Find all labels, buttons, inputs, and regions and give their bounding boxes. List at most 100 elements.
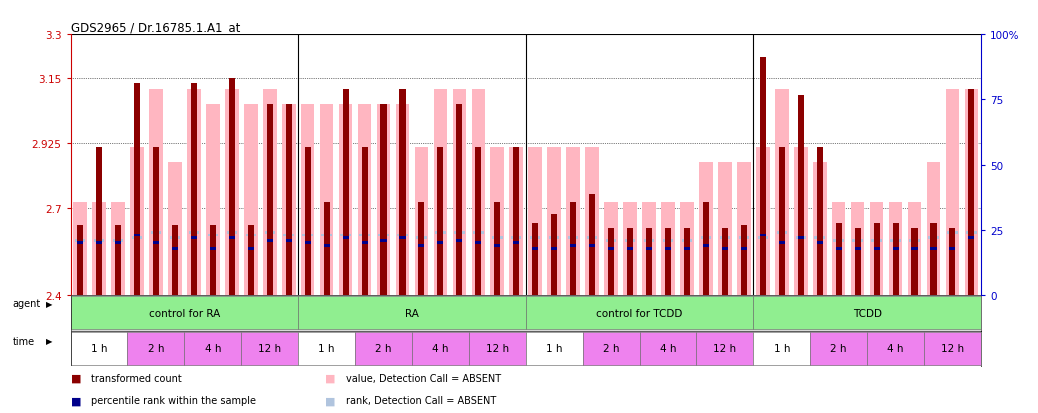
Bar <box>263 90 276 295</box>
Bar <box>623 203 637 295</box>
Bar <box>893 223 899 295</box>
Bar <box>130 148 144 295</box>
Bar <box>547 148 561 295</box>
Text: percentile rank within the sample: percentile rank within the sample <box>90 395 255 405</box>
Bar <box>604 203 618 295</box>
Bar <box>608 247 614 250</box>
Bar <box>756 148 769 295</box>
Bar <box>169 237 181 240</box>
Bar <box>381 104 386 295</box>
Bar <box>968 90 975 295</box>
Bar <box>471 90 485 295</box>
Bar <box>854 229 861 295</box>
Bar <box>701 237 711 240</box>
Bar <box>359 234 370 237</box>
Bar <box>128 332 185 365</box>
Bar <box>721 229 728 295</box>
Bar <box>948 231 958 234</box>
Bar <box>457 104 462 295</box>
Bar <box>776 231 787 234</box>
Bar <box>946 90 959 295</box>
Bar <box>324 203 330 295</box>
Bar <box>225 90 239 295</box>
Bar <box>570 203 576 295</box>
Bar <box>625 239 635 242</box>
Bar <box>378 234 388 237</box>
Bar <box>491 148 504 295</box>
Bar <box>492 237 502 240</box>
Bar <box>469 332 526 365</box>
Bar <box>911 229 918 295</box>
Text: ▶: ▶ <box>46 299 52 308</box>
Bar <box>703 244 709 247</box>
Bar <box>739 237 749 240</box>
Bar <box>113 239 124 242</box>
Text: 2 h: 2 h <box>830 344 847 354</box>
Bar <box>475 148 482 295</box>
Bar <box>149 90 163 295</box>
Bar <box>684 229 690 295</box>
Bar <box>551 214 557 295</box>
Text: 12 h: 12 h <box>713 344 736 354</box>
Bar <box>811 332 867 365</box>
Bar <box>644 239 654 242</box>
Bar <box>418 244 425 247</box>
Bar <box>437 242 443 245</box>
Bar <box>92 203 106 295</box>
Bar <box>854 247 861 250</box>
Bar <box>836 223 842 295</box>
Bar <box>794 148 808 295</box>
Bar <box>570 244 576 247</box>
Text: 2 h: 2 h <box>603 344 620 354</box>
Bar <box>582 332 639 365</box>
Bar <box>153 148 159 295</box>
Bar <box>435 231 445 234</box>
Text: GDS2965 / Dr.16785.1.A1_at: GDS2965 / Dr.16785.1.A1_at <box>71 21 240 34</box>
Bar <box>870 203 883 295</box>
Bar <box>153 242 159 245</box>
Bar <box>418 203 425 295</box>
Text: control for RA: control for RA <box>148 308 220 318</box>
Bar <box>909 239 920 242</box>
Text: transformed count: transformed count <box>90 373 182 383</box>
Bar <box>718 162 732 295</box>
Text: 12 h: 12 h <box>258 344 281 354</box>
Bar <box>304 242 310 245</box>
Bar <box>699 162 713 295</box>
Bar <box>248 247 253 250</box>
Bar <box>754 297 981 330</box>
Bar <box>778 242 785 245</box>
Bar <box>320 104 333 295</box>
Bar <box>187 90 200 295</box>
Bar <box>817 242 823 245</box>
Bar <box>228 78 235 295</box>
Text: 1 h: 1 h <box>319 344 335 354</box>
Bar <box>703 203 709 295</box>
Text: 12 h: 12 h <box>940 344 964 354</box>
Bar <box>754 332 811 365</box>
Bar <box>210 226 216 295</box>
Bar <box>206 104 220 295</box>
Bar <box>950 247 956 250</box>
Bar <box>322 234 332 237</box>
Bar <box>93 239 104 242</box>
Bar <box>398 234 408 237</box>
Bar <box>377 104 390 295</box>
Bar <box>831 203 846 295</box>
Text: RA: RA <box>405 308 419 318</box>
Bar <box>283 234 294 237</box>
Bar <box>513 242 519 245</box>
Bar <box>168 162 182 295</box>
Bar <box>208 234 218 237</box>
Bar <box>665 247 671 250</box>
Bar <box>684 247 690 250</box>
Bar <box>111 203 125 295</box>
Bar <box>737 162 750 295</box>
Bar <box>400 237 406 240</box>
Bar <box>191 237 197 240</box>
Bar <box>874 247 879 250</box>
Bar <box>228 237 235 240</box>
Bar <box>778 148 785 295</box>
Bar <box>302 234 312 237</box>
Bar <box>267 104 273 295</box>
